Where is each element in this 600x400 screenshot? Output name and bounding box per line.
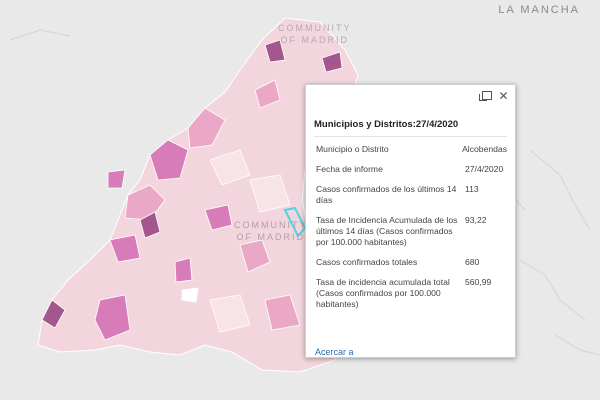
field-value: Alcobendas	[462, 144, 507, 154]
municipality-patch[interactable]	[187, 107, 226, 149]
municipality-patch[interactable]	[107, 169, 126, 189]
region-label: LA MANCHA	[498, 4, 580, 16]
municipality-patch[interactable]	[139, 211, 161, 239]
field-label: Municipio o Distrito	[316, 144, 389, 154]
field-value: 27/4/2020	[465, 164, 504, 174]
municipality-patch[interactable]	[264, 39, 286, 63]
field-row: Fecha de informe 27/4/2020	[316, 164, 507, 175]
municipality-patch[interactable]	[264, 294, 301, 331]
popup-divider	[314, 136, 507, 137]
field-label: Casos confirmados de los últimos 14 días	[316, 184, 457, 205]
popup-toolbar: ✕	[306, 85, 515, 107]
municipality-patch[interactable]	[249, 174, 291, 213]
zoom-to-link[interactable]: Acercar a	[315, 347, 354, 357]
field-row: Tasa de incidencia acumulada total (Caso…	[316, 277, 507, 310]
community-label-line: COMMUNITY	[278, 23, 352, 33]
field-row: Casos confirmados totales 680	[316, 257, 507, 268]
field-row: Casos confirmados de los últimos 14 días…	[316, 184, 507, 206]
municipality-patch[interactable]	[149, 139, 189, 181]
municipality-patch[interactable]	[109, 234, 141, 263]
field-value: 113	[465, 184, 479, 194]
field-row: Municipio o Distrito Alcobendas	[316, 144, 507, 155]
community-label-line: OF MADRID	[280, 35, 349, 45]
field-row: Tasa de Incidencia Acumulada de los últi…	[316, 215, 507, 248]
popup-title: Municipios y Distritos:27/4/2020	[314, 119, 459, 130]
info-popup: ✕ Municipios y Distritos:27/4/2020 Munic…	[305, 84, 516, 358]
municipality-patch[interactable]	[321, 51, 343, 73]
community-label-top: COMMUNITY OF MADRID	[278, 22, 352, 46]
field-label: Tasa de incidencia acumulada total (Caso…	[316, 277, 450, 309]
community-label-line: COMMUNITY	[234, 220, 308, 230]
municipality-patch[interactable]	[209, 294, 251, 333]
field-value: 93,22	[465, 215, 487, 225]
close-icon[interactable]: ✕	[498, 89, 509, 103]
municipality-patch[interactable]	[94, 294, 131, 341]
field-label: Casos confirmados totales	[316, 257, 418, 267]
municipality-patch[interactable]	[174, 257, 193, 283]
field-value: 560,99	[465, 277, 492, 287]
municipality-patch[interactable]	[209, 149, 251, 186]
field-label: Tasa de Incidencia Acumulada de los últi…	[316, 215, 458, 247]
community-label-line: OF MADRID	[236, 232, 305, 242]
community-label-center: COMMUNITY OF MADRID	[234, 219, 308, 243]
municipality-patch[interactable]	[124, 184, 166, 221]
municipality-patch[interactable]	[204, 204, 233, 231]
municipality-patch[interactable]	[181, 287, 199, 303]
dock-icon[interactable]	[478, 90, 493, 103]
municipality-patch[interactable]	[254, 79, 281, 109]
field-value: 680	[465, 257, 480, 267]
municipality-patch[interactable]	[239, 239, 271, 273]
popup-fields: Municipio o Distrito Alcobendas Fecha de…	[306, 137, 515, 310]
municipality-patch[interactable]	[41, 299, 66, 329]
field-label: Fecha de informe	[316, 164, 383, 174]
